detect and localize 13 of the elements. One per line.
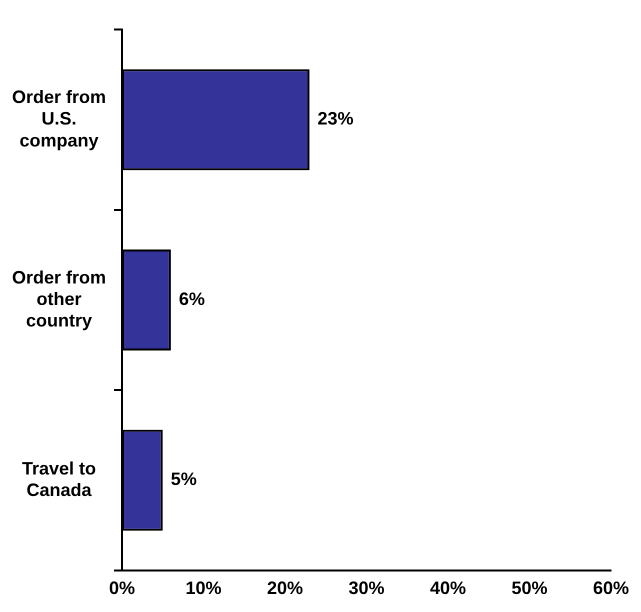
y-tick-label: Order from other country bbox=[12, 267, 106, 331]
x-tick-label: 10% bbox=[186, 578, 222, 598]
x-tick-label: 60% bbox=[592, 578, 630, 598]
data-label: 23% bbox=[317, 108, 354, 129]
x-tick-label: 0% bbox=[109, 578, 136, 598]
x-tick-label: 40% bbox=[430, 578, 466, 598]
x-tick-label: 50% bbox=[511, 578, 548, 598]
y-tick-label: Travel to Canada bbox=[22, 458, 96, 500]
data-label: 6% bbox=[178, 288, 205, 309]
x-tick-label: 20% bbox=[266, 578, 304, 598]
data-label: 5% bbox=[170, 469, 197, 490]
y-tick-label: Order from U.S. company bbox=[12, 87, 106, 150]
x-tick-label: 30% bbox=[348, 578, 385, 598]
